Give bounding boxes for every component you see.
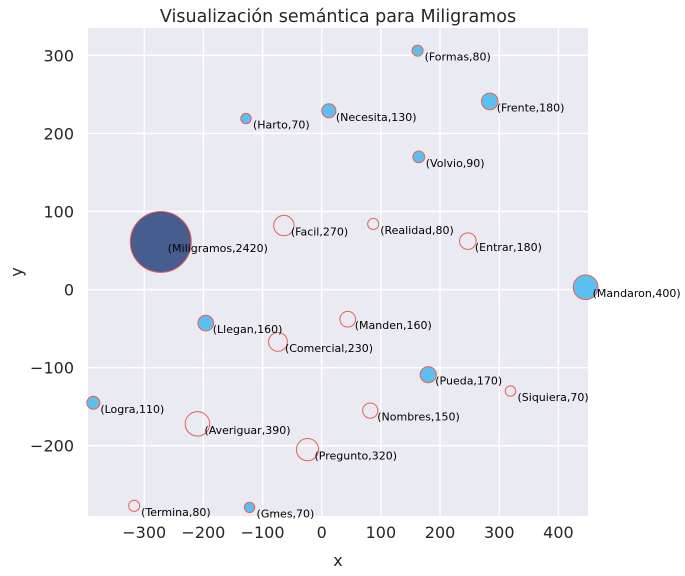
data-label-gmes: (Gmes,70) [257,507,315,520]
data-label-harto: (Harto,70) [253,119,310,132]
point-logra [86,395,101,410]
x-tick-label: 100 [366,523,397,542]
point-manden [339,310,357,328]
point-volvio [412,150,426,164]
plot-area [88,28,588,516]
data-label-averiguar: (Averiguar,390) [204,424,290,437]
y-tick-label: 300 [43,46,74,65]
x-tick-label: −200 [181,523,225,542]
x-tick-label: 200 [425,523,456,542]
data-label-logra: (Logra,110) [100,403,164,416]
data-label-necesita: (Necesita,130) [336,111,417,124]
data-label-frente: (Frente,180) [497,101,565,114]
point-entrar [459,232,477,250]
point-averiguar [184,411,211,437]
point-formas [411,44,424,57]
data-label-pueda: (Pueda,170) [435,375,502,388]
data-label-manden: (Manden,160) [355,319,432,332]
data-label-llegan: (Llegan,160) [213,323,283,336]
point-llegan [197,314,215,332]
y-tick-labels: −200 −100 0 100 200 300 [30,46,74,455]
data-label-entrar: (Entrar,180) [475,241,542,254]
point-termina [128,499,141,512]
data-label-nombres: (Nombres,150) [377,411,460,424]
y-axis-label: y [7,267,26,276]
point-pueda [419,366,437,384]
data-label-mandaron: (Mandaron,400) [593,287,681,300]
data-label-facil: (Facil,270) [291,226,348,239]
point-comercial [268,331,288,352]
x-tick-label: 300 [484,523,515,542]
data-label-comercial: (Comercial,230) [285,342,373,355]
point-frente [480,92,499,111]
point-miligramos [129,210,192,273]
data-label-pregunto: (Pregunto,320) [315,450,398,463]
point-pregunto [295,438,320,462]
y-tick-label: −200 [30,437,74,456]
point-nombres [362,402,379,419]
data-label-siquiera: (Siquiera,70) [517,391,588,404]
grid-lines [88,28,588,516]
point-siquiera [504,385,517,397]
x-tick-label: −300 [122,523,166,542]
y-tick-label: 100 [43,202,74,221]
data-labels: (Formas,80) (Frente,180) (Necesita,130) (Ha… [100,51,680,521]
x-tick-label: 0 [317,523,327,542]
x-tick-label: −100 [241,523,285,542]
point-realidad [367,217,380,231]
data-label-termina: (Termina,80) [141,506,211,519]
y-tick-label: 200 [43,124,74,143]
point-facil [273,214,295,237]
chart-title: Visualización semántica para Miligramos [160,7,516,27]
point-mandaron [572,274,599,301]
data-label-realidad: (Realidad,80) [380,224,454,237]
x-axis-label: x [333,551,342,570]
x-tick-labels: −300 −200 −100 0 100 200 300 400 [122,523,573,542]
point-harto [240,112,252,125]
x-tick-label: 400 [543,523,574,542]
point-gmes [243,501,256,514]
data-label-formas: (Formas,80) [425,51,491,64]
y-tick-label: −100 [30,359,74,378]
data-points [86,44,599,514]
data-label-miligramos: (Miligramos,2420) [168,242,268,255]
y-tick-label: 0 [64,281,74,300]
data-label-volvio: (Volvio,90) [426,157,485,170]
point-necesita [321,103,337,119]
